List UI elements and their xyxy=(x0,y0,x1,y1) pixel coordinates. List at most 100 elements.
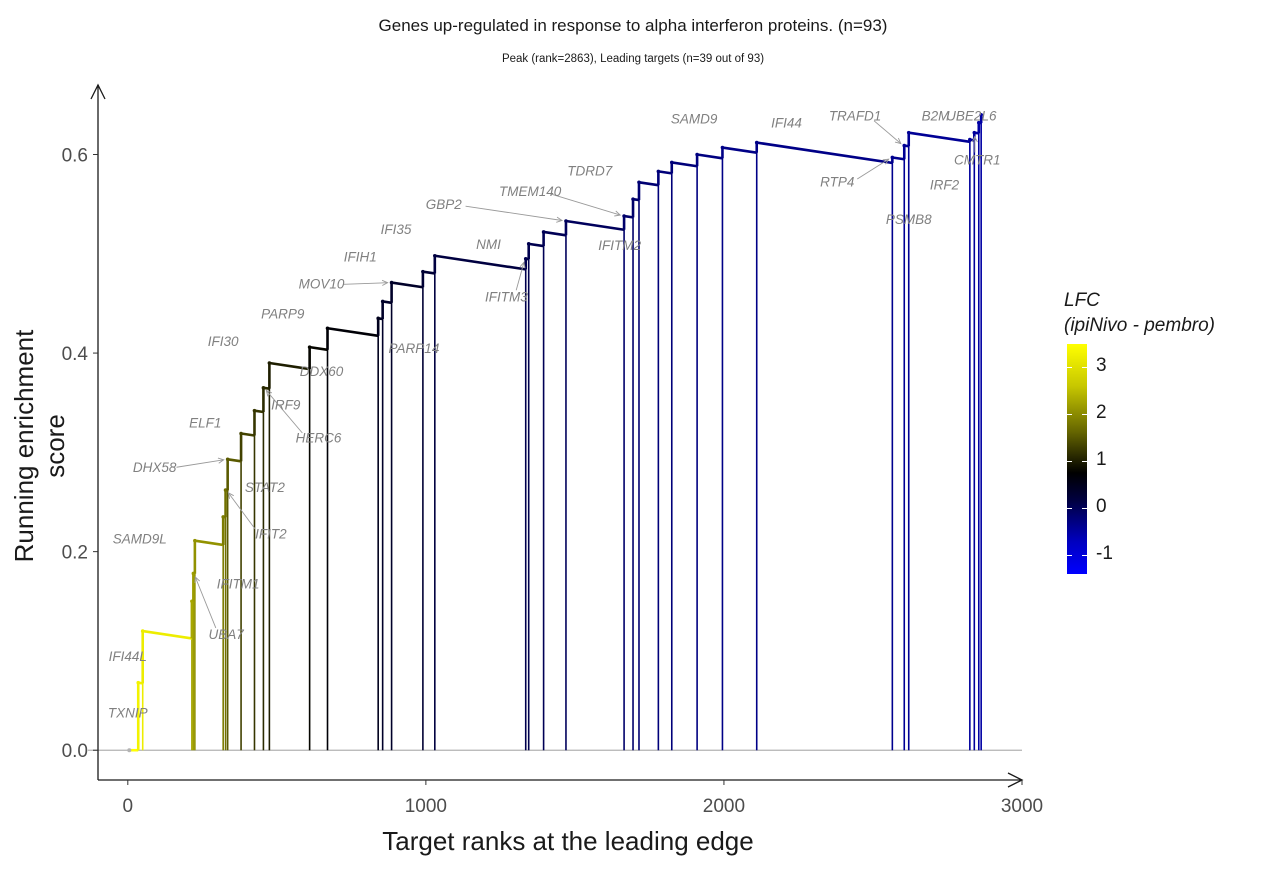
enrichment-curve xyxy=(127,112,983,753)
label-pointer-arrow xyxy=(265,389,273,397)
label-pointers xyxy=(176,120,978,629)
gene-label: SAMD9 xyxy=(671,112,718,127)
gene-label: RTP4 xyxy=(820,174,854,189)
legend-tick-mark xyxy=(1067,508,1072,510)
curve-segment xyxy=(254,409,264,414)
curve-segment xyxy=(240,432,255,437)
gene-label: PARP14 xyxy=(389,341,440,356)
gene-label: IFIT2 xyxy=(255,527,287,542)
legend-tick-mark xyxy=(1082,555,1087,557)
gene-label: IRF2 xyxy=(930,177,960,192)
gene-label: UBA7 xyxy=(209,627,245,642)
label-pointer xyxy=(228,492,256,530)
legend-tick-label: 0 xyxy=(1096,496,1107,518)
y-tick-label: 0.2 xyxy=(62,543,88,564)
gene-label: UBE2L6 xyxy=(946,109,997,124)
axes xyxy=(87,83,1024,788)
legend-tick-label: 3 xyxy=(1096,355,1107,377)
curve-segment xyxy=(227,458,242,463)
curve-segment xyxy=(638,181,659,187)
gene-label: DHX58 xyxy=(133,460,177,475)
curve-segment xyxy=(382,300,392,305)
curve-segment xyxy=(434,254,526,271)
gene-label: IFI30 xyxy=(208,334,239,349)
gene-label: IRF9 xyxy=(271,398,301,413)
gene-label: PSMB8 xyxy=(886,212,932,227)
gene-label: IFI35 xyxy=(381,222,412,237)
label-pointer-arrow xyxy=(882,158,890,165)
y-tick-label: 0.6 xyxy=(62,146,88,167)
label-pointer xyxy=(873,120,902,144)
step-point xyxy=(979,112,983,117)
legend-colorbar xyxy=(1067,344,1087,574)
curve-segment xyxy=(696,153,723,160)
label-pointer-arrow xyxy=(556,216,564,223)
label-pointer xyxy=(343,282,388,285)
curve-segment xyxy=(391,281,424,289)
curve-segment xyxy=(422,270,436,275)
curve-segment xyxy=(908,131,971,144)
curve-segment xyxy=(309,345,328,352)
gene-label: TRAFD1 xyxy=(829,109,882,124)
start-point xyxy=(127,748,132,753)
gene-label: NMI xyxy=(476,237,501,252)
gene-label: IFITM3 xyxy=(485,289,528,304)
gene-label: IFITM2 xyxy=(598,238,641,253)
gene-label: TDRD7 xyxy=(567,163,612,178)
label-pointer xyxy=(551,193,621,216)
legend-tick-mark xyxy=(1082,414,1087,416)
x-tick-label: 3000 xyxy=(1001,796,1043,817)
gene-label: IFI44L xyxy=(109,649,147,664)
x-tick-label: 2000 xyxy=(703,796,745,817)
curve-segment xyxy=(142,629,193,640)
curve-segment xyxy=(194,539,224,547)
gene-label: DDX60 xyxy=(300,364,344,379)
gene-label: B2M xyxy=(922,109,951,124)
curve-segment xyxy=(528,242,544,248)
y-axis-label: Running enrichment score xyxy=(9,329,70,563)
gene-label: SAMD9L xyxy=(113,532,167,547)
curve-segment xyxy=(565,219,625,232)
legend-tick-label: 2 xyxy=(1096,402,1107,424)
curve-segment xyxy=(671,161,698,168)
legend-subtitle: (ipiNivo - pembro) xyxy=(1064,315,1215,336)
curve-segment xyxy=(327,326,379,338)
legend-tick-label: -1 xyxy=(1096,543,1113,565)
legend-tick-mark xyxy=(1082,367,1087,369)
curve-segment xyxy=(892,156,905,161)
gene-label: HERC6 xyxy=(296,430,342,445)
legend-tick-mark xyxy=(1082,461,1087,463)
label-pointer xyxy=(266,390,303,434)
drop-lines xyxy=(137,114,982,751)
label-pointer-arrow xyxy=(971,135,978,143)
gene-label: CMTR1 xyxy=(954,152,1001,167)
legend-tick-mark xyxy=(1067,367,1072,369)
curve-segment xyxy=(658,170,672,175)
gene-label: IFI44 xyxy=(771,116,802,131)
label-pointer xyxy=(515,262,525,291)
curve-segment xyxy=(543,230,567,237)
gene-label: IFITM1 xyxy=(217,576,260,591)
gene-label: PARP9 xyxy=(261,306,305,321)
label-pointer xyxy=(857,158,889,180)
y-axis-arrow xyxy=(90,83,106,100)
gene-label: TMEM140 xyxy=(499,184,562,199)
legend-tick-mark xyxy=(1082,508,1087,510)
gene-label: MOV10 xyxy=(299,277,345,292)
gene-label: ELF1 xyxy=(189,416,221,431)
legend-title: LFC xyxy=(1064,290,1100,311)
label-pointer-arrow xyxy=(194,576,201,584)
gene-label: STAT2 xyxy=(245,480,285,495)
color-legend: LFC (ipiNivo - pembro) 3 2 1 0 -1 xyxy=(1064,290,1264,590)
axis-ticks: 0 1000 2000 3000 0.0 0.2 0.4 0.6 xyxy=(62,146,1044,818)
label-pointer xyxy=(465,205,563,221)
legend-tick-label: 1 xyxy=(1096,449,1107,471)
gene-label: TXNIP xyxy=(108,705,148,720)
gene-labels: TXNIP IFI44L SAMD9L UBA7 IFITM1 IFIT2 DHX58 STA… xyxy=(108,109,1001,721)
gene-label: GBP2 xyxy=(426,197,463,212)
curve-segment xyxy=(722,146,757,154)
label-pointer-arrow xyxy=(519,261,526,269)
legend-tick-mark xyxy=(1067,414,1072,416)
chart-title: Genes up-regulated in response to alpha … xyxy=(378,16,888,35)
